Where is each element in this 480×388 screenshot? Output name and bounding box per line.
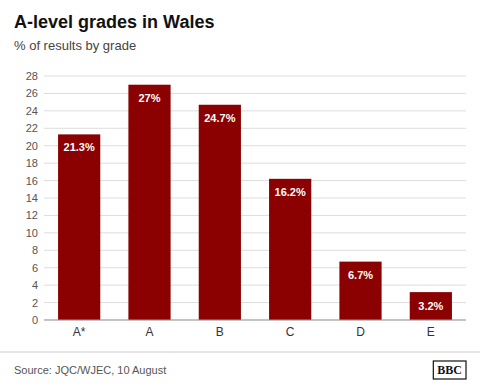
y-tick-label: 2	[32, 297, 38, 309]
data-label: 3.2%	[418, 300, 443, 312]
y-tick-label: 20	[26, 140, 38, 152]
grid-line	[44, 76, 466, 77]
chart-svg: A-level grades in Wales % of results by g…	[0, 0, 480, 388]
data-labels: 21.3% 27% 24.7% 16.2% 6.7% 3.2%	[64, 92, 444, 312]
data-label: 6.7%	[348, 269, 373, 281]
y-tick-label: 4	[32, 279, 38, 291]
bar	[58, 134, 100, 320]
data-label: 27%	[138, 92, 160, 104]
grid-line	[44, 198, 466, 199]
grid	[44, 76, 466, 320]
grid-line	[44, 215, 466, 216]
grid-line	[44, 267, 466, 268]
grid-line	[44, 320, 466, 321]
title: A-level grades in Wales	[14, 12, 214, 32]
data-label: 21.3%	[64, 141, 95, 153]
grid-line	[44, 180, 466, 181]
bars	[58, 85, 452, 320]
x-tick-label: B	[216, 325, 224, 339]
x-axis: A* A B C D E	[73, 325, 435, 339]
grid-line	[44, 145, 466, 146]
grid-line	[44, 128, 466, 129]
bar	[199, 105, 241, 320]
y-tick-label: 6	[32, 262, 38, 274]
grid-line	[44, 93, 466, 94]
subtitle: % of results by grade	[14, 38, 136, 53]
y-axis: 0246810121416182022242628	[26, 70, 38, 326]
grid-line	[44, 302, 466, 303]
x-tick-label: C	[286, 325, 295, 339]
y-tick-label: 14	[26, 192, 38, 204]
logo-text: BBC	[437, 363, 462, 377]
data-label: 16.2%	[275, 186, 306, 198]
grid-line	[44, 110, 466, 111]
grid-line	[44, 285, 466, 286]
bar	[128, 85, 170, 320]
source-text: Source: JQC/WJEC, 10 August	[14, 364, 166, 376]
grid-line	[44, 250, 466, 251]
data-label: 24.7%	[204, 112, 235, 124]
y-tick-label: 8	[32, 244, 38, 256]
y-tick-label: 0	[32, 314, 38, 326]
logo-box	[433, 361, 466, 379]
background	[0, 0, 480, 388]
grid-line	[44, 232, 466, 233]
x-tick-label: E	[427, 325, 435, 339]
bar	[410, 292, 452, 320]
y-tick-label: 18	[26, 157, 38, 169]
x-tick-label: A*	[73, 325, 86, 339]
chart-container: A-level grades in Wales % of results by g…	[0, 0, 480, 388]
y-tick-label: 26	[26, 87, 38, 99]
y-tick-label: 10	[26, 227, 38, 239]
bar	[339, 262, 381, 320]
footer-separator	[0, 352, 480, 353]
grid-line	[44, 163, 466, 164]
bar	[269, 179, 311, 320]
y-tick-label: 12	[26, 209, 38, 221]
y-tick-label: 16	[26, 175, 38, 187]
x-axis-line	[44, 320, 466, 321]
y-tick-label: 22	[26, 122, 38, 134]
y-tick-label: 28	[26, 70, 38, 82]
x-tick-label: A	[145, 325, 153, 339]
y-tick-label: 24	[26, 105, 38, 117]
x-tick-label: D	[356, 325, 365, 339]
